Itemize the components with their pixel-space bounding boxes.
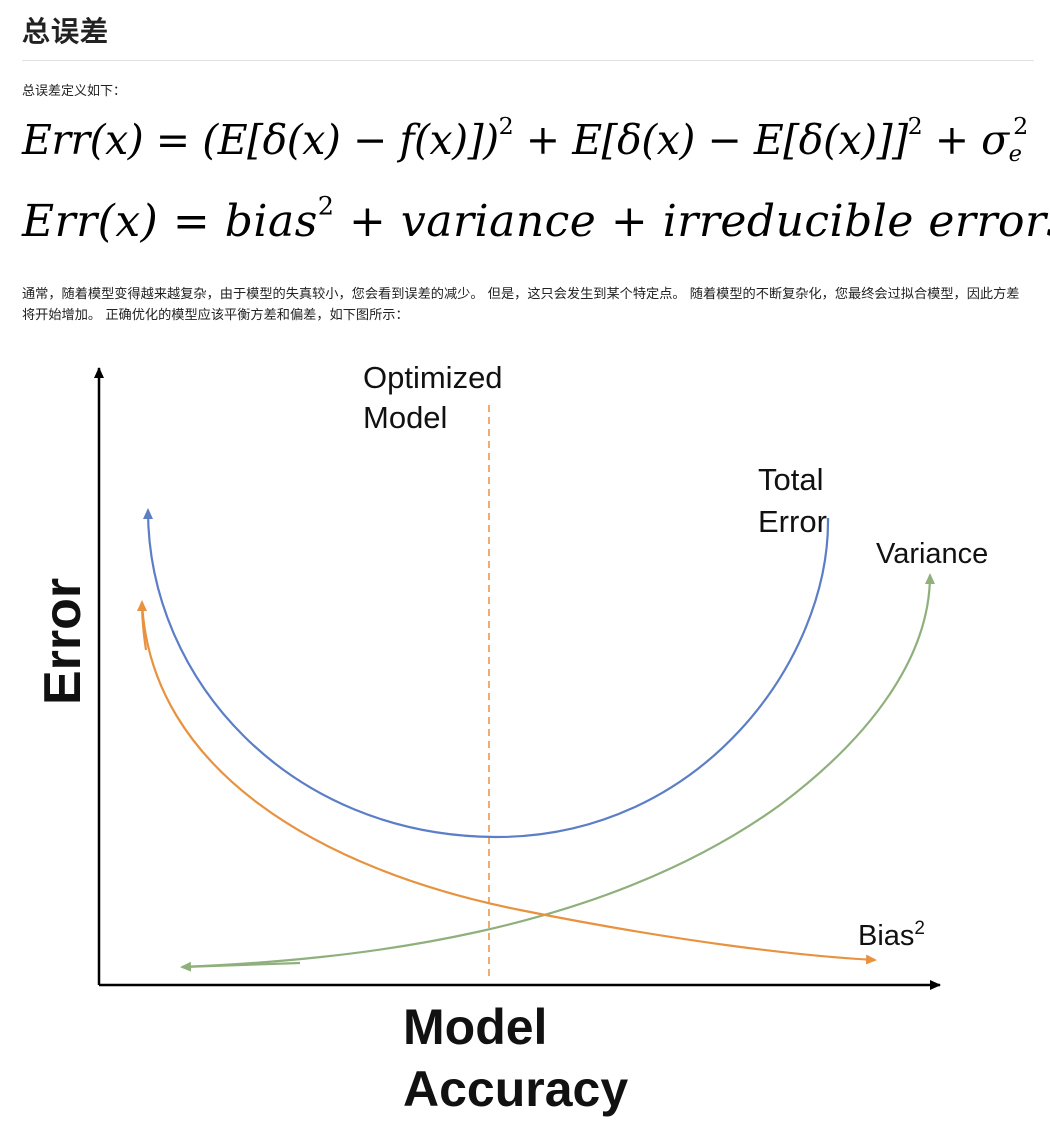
bias-curve	[140, 601, 877, 965]
formula1-eq: =	[155, 116, 190, 164]
formula1-sigma: σ	[981, 116, 1009, 164]
formula1-plus2: +	[934, 116, 969, 164]
x-axis-label-line2: Accuracy	[403, 1061, 628, 1117]
total-error-curve	[143, 508, 830, 839]
y-axis-label: Error	[34, 578, 92, 705]
x-axis-label-line1: Model	[403, 999, 547, 1055]
formula-total-error-decomposed: Err(x) = bias2 + variance + irreducible …	[22, 194, 1050, 247]
bias-label: Bias2	[858, 918, 925, 952]
formula2-plus1: +	[349, 196, 387, 247]
bias-label-exp: 2	[914, 918, 925, 939]
formula1-sigma-sub: e	[1008, 140, 1022, 167]
formula1-term1: (E[δ(x) − f(x)])	[202, 116, 499, 164]
optimized-model-label-line1: Optimized	[363, 360, 503, 395]
formula1-plus1: +	[525, 116, 560, 164]
formula2-lhs: Err(x)	[22, 196, 159, 247]
formula2-variance: variance	[400, 196, 597, 247]
variance-curve-tail	[180, 961, 301, 972]
bias-curve-head	[137, 600, 148, 651]
variance-label: Variance	[876, 538, 988, 570]
formula1-lhs: Err(x)	[22, 116, 144, 164]
formula2-irreducible: irreducible errors	[662, 196, 1050, 247]
intro-text: 总误差定义如下：	[22, 84, 127, 99]
formula1-term2: E[δ(x) − E[δ(x)]]	[572, 116, 908, 164]
formula2-eq: =	[172, 196, 211, 247]
page-title: 总误差	[22, 15, 110, 48]
optimized-model-label-line2: Model	[363, 400, 447, 435]
formula2-bias: bias	[224, 196, 318, 247]
formula1-term1-exp: 2	[498, 111, 514, 140]
bias-label-text: Bias	[858, 920, 914, 952]
variance-curve	[181, 573, 935, 969]
explanation-paragraph: 通常，随着模型变得越来越复杂，由于模型的失真较小，您会看到误差的减少。 但是，这…	[22, 287, 1020, 323]
formula2-bias-exp: 2	[317, 191, 335, 222]
formula1-term2-exp: 2	[907, 111, 923, 140]
formula2-plus2: +	[610, 196, 649, 247]
bias-variance-chart: Optimized Model Total Error Variance Bia…	[34, 360, 988, 1117]
title-divider	[22, 60, 1034, 61]
total-error-label-line2: Error	[758, 504, 827, 539]
formula-total-error-expanded: Err(x) = (E[δ(x) − f(x)])2 + E[δ(x) − E[…	[22, 114, 1028, 167]
total-error-label-line1: Total	[758, 462, 823, 497]
formula1-sigma-exp: 2	[1013, 111, 1028, 140]
